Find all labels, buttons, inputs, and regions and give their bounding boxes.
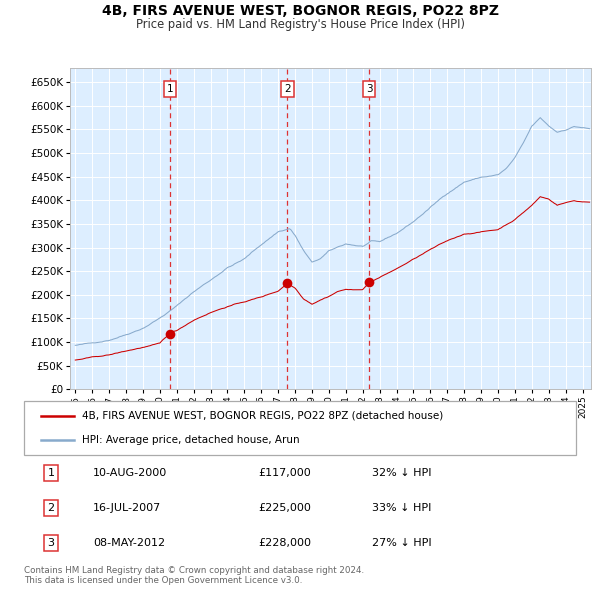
Text: 1: 1 [167, 84, 173, 94]
Text: Price paid vs. HM Land Registry's House Price Index (HPI): Price paid vs. HM Land Registry's House … [136, 18, 464, 31]
Text: 32% ↓ HPI: 32% ↓ HPI [372, 468, 431, 478]
Text: 1: 1 [47, 468, 55, 478]
Text: £228,000: £228,000 [258, 538, 311, 548]
Text: Contains HM Land Registry data © Crown copyright and database right 2024.: Contains HM Land Registry data © Crown c… [24, 566, 364, 575]
Text: 4B, FIRS AVENUE WEST, BOGNOR REGIS, PO22 8PZ: 4B, FIRS AVENUE WEST, BOGNOR REGIS, PO22… [101, 4, 499, 18]
Text: 08-MAY-2012: 08-MAY-2012 [93, 538, 165, 548]
Text: This data is licensed under the Open Government Licence v3.0.: This data is licensed under the Open Gov… [24, 576, 302, 585]
Text: 27% ↓ HPI: 27% ↓ HPI [372, 538, 431, 548]
Text: 4B, FIRS AVENUE WEST, BOGNOR REGIS, PO22 8PZ (detached house): 4B, FIRS AVENUE WEST, BOGNOR REGIS, PO22… [82, 411, 443, 421]
Text: £225,000: £225,000 [258, 503, 311, 513]
Text: 2: 2 [47, 503, 55, 513]
Text: 16-JUL-2007: 16-JUL-2007 [93, 503, 161, 513]
Text: 3: 3 [365, 84, 372, 94]
Text: 33% ↓ HPI: 33% ↓ HPI [372, 503, 431, 513]
Text: 2: 2 [284, 84, 290, 94]
Text: HPI: Average price, detached house, Arun: HPI: Average price, detached house, Arun [82, 435, 299, 445]
Text: 3: 3 [47, 538, 55, 548]
Text: £117,000: £117,000 [258, 468, 311, 478]
Text: 10-AUG-2000: 10-AUG-2000 [93, 468, 167, 478]
